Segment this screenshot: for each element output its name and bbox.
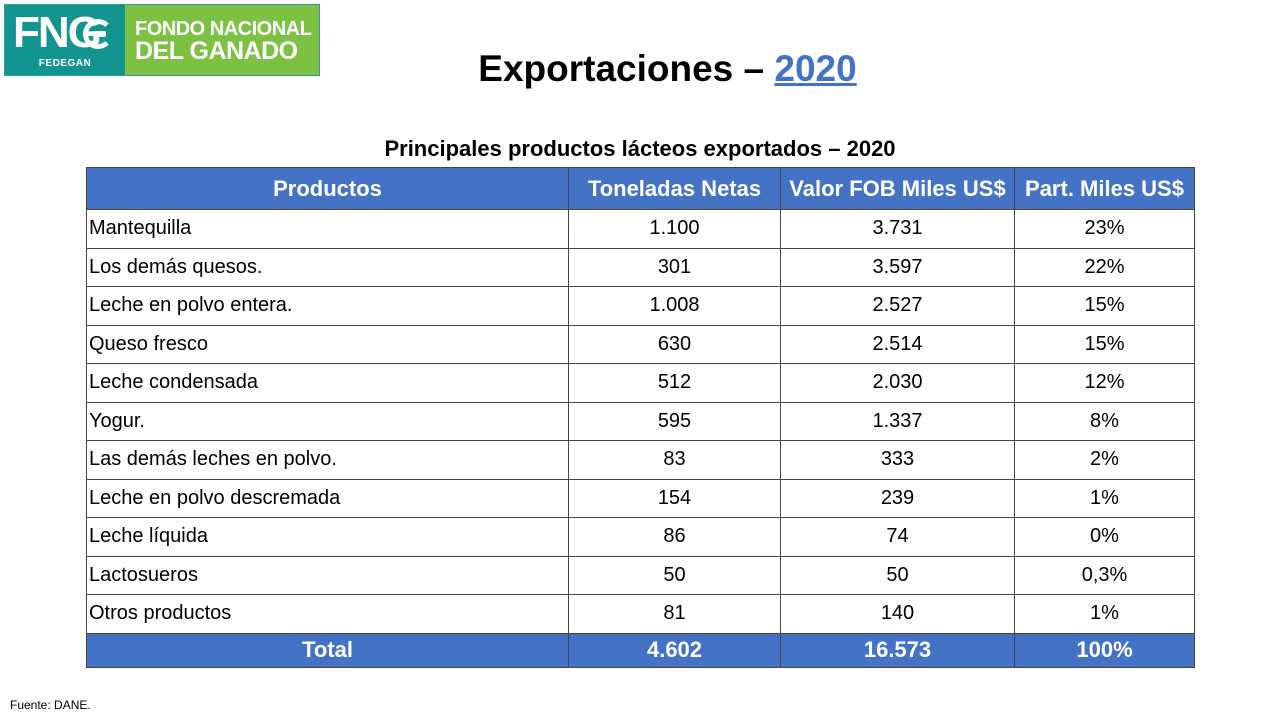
value-cell: 2% bbox=[1014, 440, 1195, 480]
table-row: Las demás leches en polvo. 83 333 2% bbox=[86, 440, 1195, 480]
header-row: Productos Toneladas Netas Valor FOB Miles … bbox=[86, 167, 1195, 210]
value-cell: 1% bbox=[1014, 594, 1195, 634]
table-row: Mantequilla 1.100 3.731 23% bbox=[86, 209, 1195, 249]
value-cell: 1.100 bbox=[568, 209, 781, 249]
total-row: Total 4.602 16.573 100% bbox=[86, 632, 1195, 668]
value-cell: 12% bbox=[1014, 363, 1195, 403]
product-name-cell: Otros productos bbox=[86, 594, 569, 634]
fng-logo-mark: FNG FEDEGAN bbox=[5, 5, 125, 75]
column-header: Toneladas Netas bbox=[568, 167, 781, 210]
page-title-text: Exportaciones – bbox=[478, 48, 775, 89]
total-value-cell: 4.602 bbox=[568, 632, 781, 668]
table-row: Leche en polvo entera. 1.008 2.527 15% bbox=[86, 286, 1195, 326]
value-cell: 239 bbox=[780, 478, 1015, 518]
value-cell: 2.030 bbox=[780, 363, 1015, 403]
table-row: Lactosueros 50 50 0,3% bbox=[86, 555, 1195, 595]
total-label-cell: Total bbox=[86, 632, 569, 668]
exports-table: Productos Toneladas Netas Valor FOB Miles … bbox=[86, 167, 1195, 668]
value-cell: 2.514 bbox=[780, 324, 1015, 364]
product-name-cell: Los demás quesos. bbox=[86, 247, 569, 287]
table-row: Leche líquida 86 74 0% bbox=[86, 517, 1195, 557]
product-name-cell: Queso fresco bbox=[86, 324, 569, 364]
product-name-cell: Las demás leches en polvo. bbox=[86, 440, 569, 480]
value-cell: 154 bbox=[568, 478, 781, 518]
column-header: Part. Miles US$ bbox=[1014, 167, 1195, 210]
cow-icon bbox=[83, 19, 113, 49]
value-cell: 630 bbox=[568, 324, 781, 364]
logo-sub-text: FEDEGAN bbox=[38, 58, 92, 69]
logo-line-1: FONDO NACIONAL bbox=[135, 18, 312, 40]
table-row: Otros productos 81 140 1% bbox=[86, 594, 1195, 634]
table-footer: Total 4.602 16.573 100% bbox=[86, 632, 1195, 668]
table-row: Los demás quesos. 301 3.597 22% bbox=[86, 247, 1195, 287]
total-value-cell: 16.573 bbox=[780, 632, 1015, 668]
value-cell: 74 bbox=[780, 517, 1015, 557]
value-cell: 15% bbox=[1014, 324, 1195, 364]
value-cell: 3.597 bbox=[780, 247, 1015, 287]
value-cell: 0% bbox=[1014, 517, 1195, 557]
table-row: Yogur. 595 1.337 8% bbox=[86, 401, 1195, 441]
value-cell: 22% bbox=[1014, 247, 1195, 287]
table-row: Queso fresco 630 2.514 15% bbox=[86, 324, 1195, 364]
table-header: Productos Toneladas Netas Valor FOB Miles … bbox=[86, 167, 1195, 210]
fng-logo-wordmark: FONDO NACIONAL DEL GANADO bbox=[125, 5, 319, 75]
logo-line-2: DEL GANADO bbox=[135, 37, 298, 65]
value-cell: 140 bbox=[780, 594, 1015, 634]
value-cell: 301 bbox=[568, 247, 781, 287]
value-cell: 2.527 bbox=[780, 286, 1015, 326]
page-title: Exportaciones – 2020 bbox=[55, 48, 1280, 90]
value-cell: 333 bbox=[780, 440, 1015, 480]
source-note: Fuente: DANE. bbox=[10, 698, 91, 712]
value-cell: 86 bbox=[568, 517, 781, 557]
product-name-cell: Leche líquida bbox=[86, 517, 569, 557]
value-cell: 595 bbox=[568, 401, 781, 441]
value-cell: 1.008 bbox=[568, 286, 781, 326]
total-value-cell: 100% bbox=[1014, 632, 1195, 668]
product-name-cell: Lactosueros bbox=[86, 555, 569, 595]
table-body: Mantequilla 1.100 3.731 23% Los demás quesos… bbox=[86, 209, 1195, 634]
value-cell: 1% bbox=[1014, 478, 1195, 518]
product-name-cell: Mantequilla bbox=[86, 209, 569, 249]
column-header: Valor FOB Miles US$ bbox=[780, 167, 1015, 210]
product-name-cell: Yogur. bbox=[86, 401, 569, 441]
table-row: Leche en polvo descremada 154 239 1% bbox=[86, 478, 1195, 518]
product-name-cell: Leche condensada bbox=[86, 363, 569, 403]
fng-logo: FNG FEDEGAN FONDO NACIONAL DEL GANADO bbox=[4, 4, 320, 76]
product-name-cell: Leche en polvo descremada bbox=[86, 478, 569, 518]
value-cell: 3.731 bbox=[780, 209, 1015, 249]
value-cell: 15% bbox=[1014, 286, 1195, 326]
value-cell: 81 bbox=[568, 594, 781, 634]
product-name-cell: Leche en polvo entera. bbox=[86, 286, 569, 326]
value-cell: 0,3% bbox=[1014, 555, 1195, 595]
table-row: Leche condensada 512 2.030 12% bbox=[86, 363, 1195, 403]
value-cell: 50 bbox=[780, 555, 1015, 595]
value-cell: 50 bbox=[568, 555, 781, 595]
column-header: Productos bbox=[86, 167, 569, 210]
value-cell: 83 bbox=[568, 440, 781, 480]
value-cell: 23% bbox=[1014, 209, 1195, 249]
value-cell: 8% bbox=[1014, 401, 1195, 441]
title-year-link[interactable]: 2020 bbox=[774, 48, 857, 89]
table-title: Principales productos lácteos exportados… bbox=[384, 136, 896, 161]
value-cell: 512 bbox=[568, 363, 781, 403]
value-cell: 1.337 bbox=[780, 401, 1015, 441]
